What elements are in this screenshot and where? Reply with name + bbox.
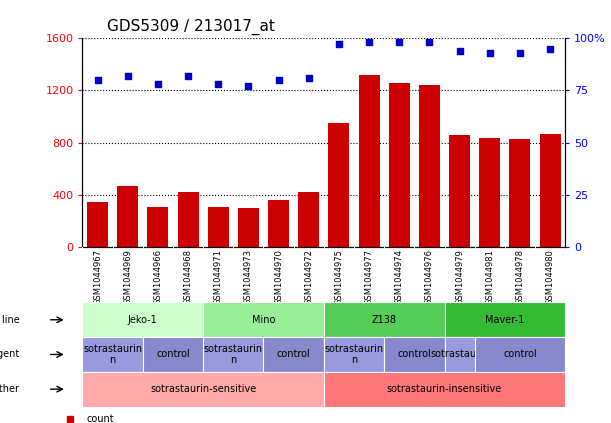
Point <box>485 49 495 56</box>
Bar <box>147 207 169 247</box>
Bar <box>328 123 349 247</box>
Text: Mino: Mino <box>252 315 275 325</box>
Text: control: control <box>398 349 431 360</box>
Bar <box>298 192 320 247</box>
Text: agent: agent <box>0 349 20 360</box>
Text: cell line: cell line <box>0 315 20 325</box>
Point <box>123 72 133 79</box>
Bar <box>268 201 289 247</box>
Text: Maver-1: Maver-1 <box>485 315 524 325</box>
Bar <box>389 82 410 247</box>
Text: sotrastaurin-insensitive: sotrastaurin-insensitive <box>387 384 502 394</box>
Text: Z138: Z138 <box>371 315 397 325</box>
Text: control: control <box>503 349 537 360</box>
Text: control: control <box>156 349 190 360</box>
Text: count: count <box>87 414 114 423</box>
Bar <box>479 137 500 247</box>
Point <box>183 72 193 79</box>
Point <box>153 81 163 88</box>
Point <box>364 39 374 46</box>
Bar <box>117 186 138 247</box>
Point <box>515 49 525 56</box>
Bar <box>419 85 440 247</box>
Text: sotrastaurin
n: sotrastaurin n <box>203 343 263 365</box>
Bar <box>540 134 561 247</box>
Bar <box>359 75 379 247</box>
Bar <box>449 135 470 247</box>
Point <box>394 39 404 46</box>
Point <box>213 81 223 88</box>
Point <box>244 83 254 90</box>
Point <box>425 39 434 46</box>
Text: sotrastaurin: sotrastaurin <box>430 349 489 360</box>
Bar <box>178 192 199 247</box>
Bar <box>208 207 229 247</box>
Text: sotrastaurin-sensitive: sotrastaurin-sensitive <box>150 384 256 394</box>
Text: sotrastaurin
n: sotrastaurin n <box>324 343 384 365</box>
Bar <box>87 202 108 247</box>
Text: other: other <box>0 384 20 394</box>
Point <box>334 41 344 48</box>
Point <box>304 74 313 81</box>
Text: GDS5309 / 213017_at: GDS5309 / 213017_at <box>107 19 274 36</box>
Point <box>93 77 103 83</box>
Text: sotrastaurin
n: sotrastaurin n <box>83 343 142 365</box>
Bar <box>510 139 530 247</box>
Text: control: control <box>277 349 310 360</box>
Bar <box>238 208 259 247</box>
Point <box>545 45 555 52</box>
Point <box>274 77 284 83</box>
Text: Jeko-1: Jeko-1 <box>128 315 158 325</box>
Point <box>455 47 464 54</box>
